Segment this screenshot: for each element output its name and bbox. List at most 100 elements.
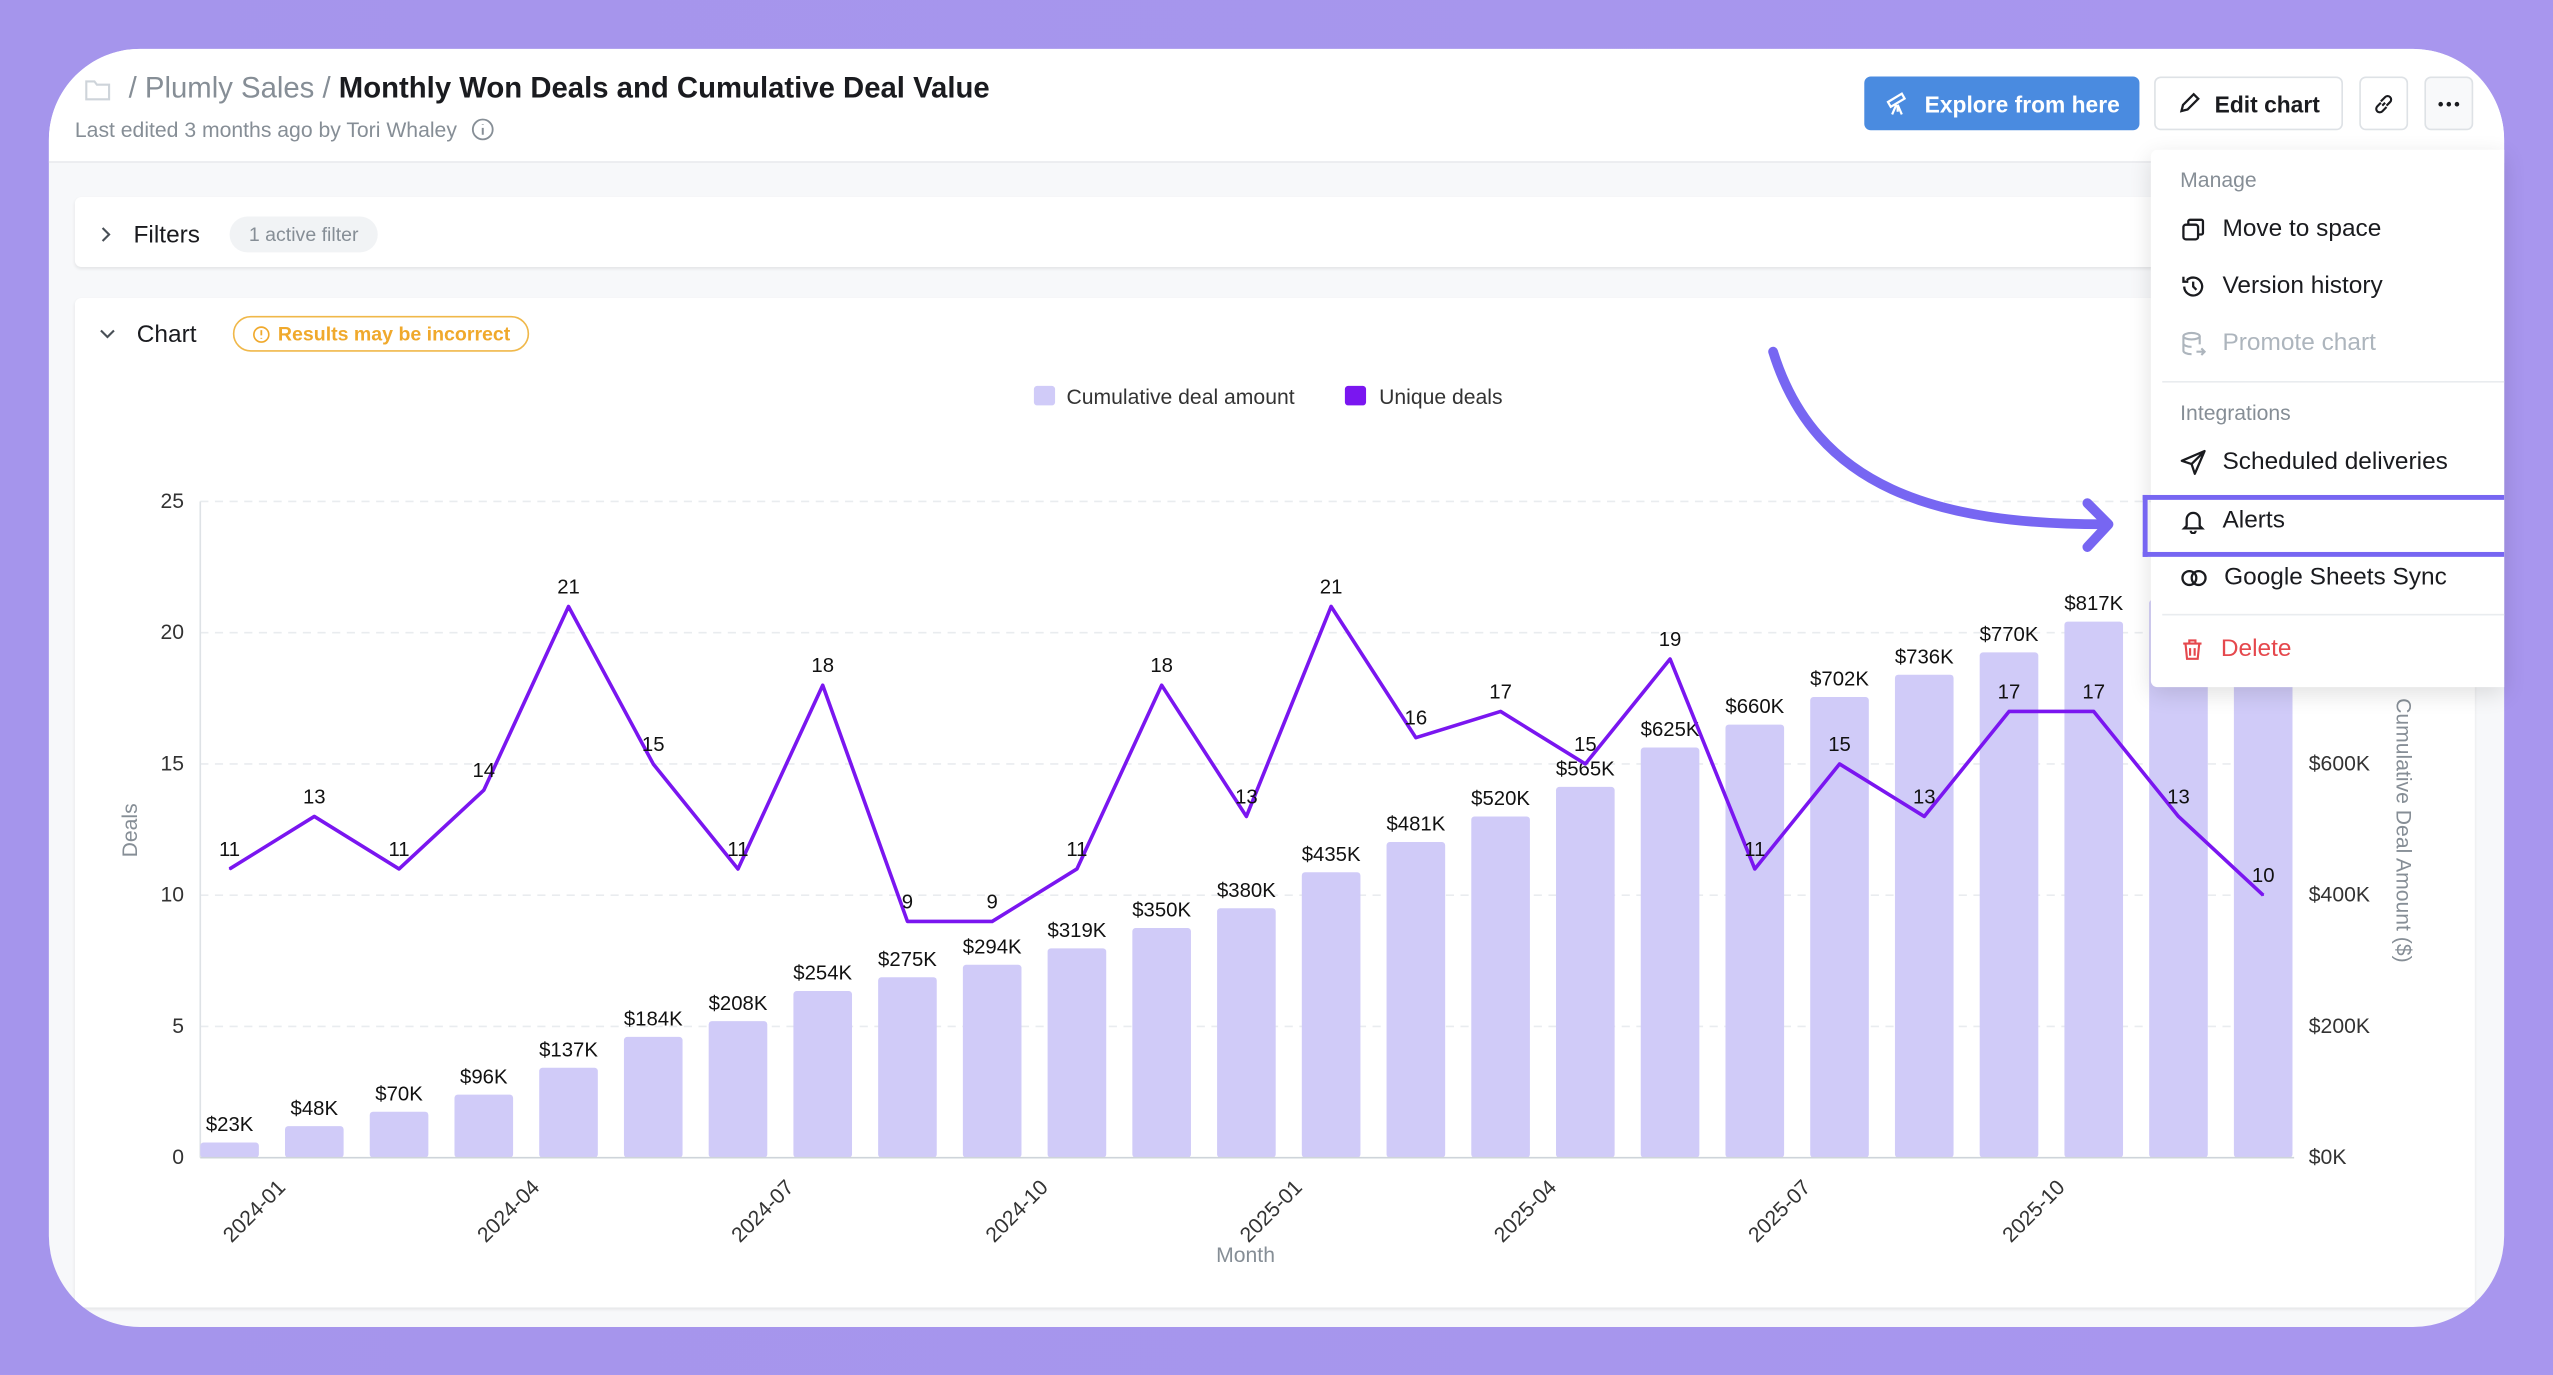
y-left-tick-label: 0	[172, 1146, 184, 1169]
y-left-tick-label: 5	[172, 1015, 184, 1038]
filters-label: Filters	[133, 220, 201, 249]
bar	[878, 977, 937, 1158]
menu-item-label: Move to space	[2222, 214, 2382, 243]
bar	[369, 1111, 429, 1158]
line-point	[821, 684, 824, 687]
bar-data-label: $660K	[1725, 696, 1784, 718]
menu-item-version-history[interactable]: Version history	[2180, 272, 2383, 300]
menu-item-label: Alerts	[2222, 506, 2285, 535]
trash-icon	[2183, 638, 2202, 660]
y-right-tick-label: $400K	[2309, 884, 2370, 907]
line-data-label: 21	[557, 576, 580, 598]
line-data-label: 15	[642, 734, 665, 756]
bar-data-label: $137K	[539, 1039, 598, 1061]
chart-label: Chart	[136, 319, 197, 348]
bar	[1217, 908, 1276, 1158]
line-data-label: 11	[1066, 839, 1087, 861]
y-right-tick-label: $600K	[2309, 752, 2370, 775]
line-point	[2008, 710, 2010, 713]
bar	[1556, 786, 1615, 1158]
line-data-label: 10	[2252, 865, 2275, 887]
copy-icon	[2182, 217, 2205, 240]
bar	[793, 990, 853, 1158]
bar-data-label: $565K	[1556, 759, 1615, 781]
bar	[1047, 948, 1107, 1158]
line-data-label: 13	[1235, 786, 1258, 808]
bar	[1640, 747, 1700, 1158]
bar	[285, 1126, 344, 1158]
explore-from-here-button[interactable]: Explore from here	[1864, 76, 2140, 131]
line-point	[1753, 868, 1756, 870]
results-warning-badge: Results may be incorrect	[232, 315, 530, 352]
active-filter-badge: 1 active filter	[229, 216, 379, 253]
bar	[1979, 652, 2039, 1158]
bar	[200, 1142, 259, 1158]
menu-item-scheduled-deliveries[interactable]: Scheduled deliveries	[2180, 447, 2448, 476]
line-point	[737, 868, 739, 870]
x-axis-title: Month	[1216, 1244, 1275, 1267]
last-edited: Last edited 3 months ago by Tori Whaley	[74, 117, 494, 142]
filters-toggle[interactable]: Filters 1 active filter	[98, 216, 379, 253]
menu-item-alerts[interactable]: Alerts	[2180, 506, 2285, 534]
bar-data-label: $520K	[1471, 788, 1530, 810]
copy-link-button[interactable]	[2359, 76, 2409, 131]
line-point	[2262, 894, 2265, 896]
menu-item-label: Version history	[2222, 271, 2383, 300]
bar-data-label: $736K	[1895, 646, 1954, 668]
line-data-label: 14	[472, 760, 495, 782]
info-icon[interactable]	[470, 117, 494, 141]
line-data-label: 19	[1659, 629, 1682, 651]
line-data-label: 13	[303, 786, 326, 808]
line-data-label: 21	[1320, 576, 1343, 598]
bar	[1301, 872, 1361, 1158]
menu-item-label: Scheduled deliveries	[2222, 447, 2448, 476]
bar-data-label: $23K	[206, 1114, 254, 1136]
link-rings-icon	[2181, 569, 2207, 586]
edit-chart-button[interactable]: Edit chart	[2154, 76, 2343, 131]
line-point	[1245, 815, 1248, 818]
breadcrumb-space-link[interactable]: Plumly Sales	[144, 71, 315, 105]
bar	[539, 1067, 598, 1158]
edit-chart-label: Edit chart	[2214, 90, 2320, 117]
menu-item-label: Delete	[2220, 634, 2292, 663]
line-point	[228, 868, 231, 870]
last-edited-text: Last edited 3 months ago by Tori Whaley	[74, 117, 457, 142]
bell-icon	[2181, 510, 2205, 534]
chart-toggle[interactable]: Chart Results may be incorrect	[98, 315, 530, 352]
line-data-label: 11	[388, 839, 409, 861]
line-data-label: 9	[902, 891, 913, 913]
y-left-tick-label: 25	[160, 490, 184, 513]
link-icon	[2375, 94, 2393, 113]
bar-data-label: $350K	[1132, 900, 1191, 922]
bar-data-label: $275K	[878, 949, 937, 971]
bar-data-label: $380K	[1217, 880, 1276, 902]
send-icon	[2180, 449, 2206, 475]
more-actions-button[interactable]	[2424, 76, 2474, 131]
bar-data-label: $319K	[1048, 920, 1107, 942]
dots-icon	[2438, 101, 2460, 106]
y-right-tick-label: $0K	[2309, 1146, 2347, 1169]
folder-icon	[85, 79, 111, 100]
menu-item-delete[interactable]: Delete	[2180, 635, 2291, 663]
legend-label-cumulative: Cumulative deal amount	[1066, 386, 1294, 409]
bar-data-label: $254K	[793, 963, 852, 985]
menu-item-move-to-space[interactable]: Move to space	[2180, 215, 2381, 243]
line-data-label: 13	[2167, 786, 2190, 808]
line-point	[652, 763, 655, 765]
line-point	[1838, 763, 1841, 765]
legend-swatch-cumulative	[1033, 385, 1056, 406]
line-point	[1415, 736, 1417, 739]
menu-item-label: Promote chart	[2222, 328, 2376, 357]
bar	[1132, 927, 1191, 1158]
legend-swatch-unique-deals	[1344, 385, 1367, 406]
line-data-label: 16	[1405, 708, 1428, 730]
line-data-label: 11	[1744, 839, 1765, 861]
y-left-tick-label: 20	[160, 621, 184, 644]
line-data-label: 13	[1913, 786, 1936, 808]
menu-item-google-sheets-sync[interactable]: Google Sheets Sync	[2180, 563, 2447, 591]
bar-data-label: $184K	[624, 1009, 683, 1031]
line-data-label: 9	[987, 891, 998, 913]
y-left-tick-label: 10	[160, 884, 184, 907]
line-point	[1160, 684, 1163, 687]
